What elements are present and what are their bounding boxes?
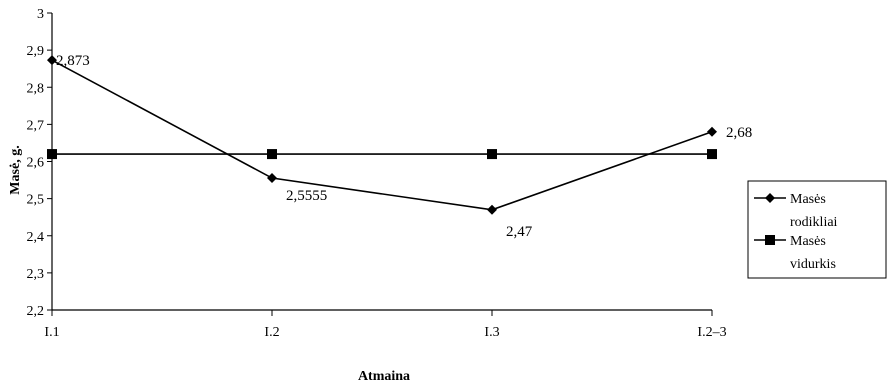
data-point-square	[47, 149, 57, 160]
data-point-diamond	[487, 204, 497, 215]
data-point-diamond	[267, 173, 277, 184]
y-tick-label: 2,5	[27, 193, 45, 208]
data-point-square	[707, 149, 717, 160]
y-tick-label: 2,4	[27, 230, 45, 245]
data-label: 2,47	[506, 224, 533, 240]
x-axis-ticks: I.1 I.2 I.3 I.2–3	[44, 310, 727, 340]
legend-label-line: vidurkis	[790, 257, 836, 272]
data-point-diamond	[47, 55, 57, 66]
y-tick-label: 2,7	[27, 118, 45, 133]
data-labels: 2,873 2,5555 2,47 2,68	[56, 53, 752, 240]
data-label: 2,5555	[286, 188, 327, 204]
x-tick-label: I.1	[44, 325, 59, 340]
data-point-square	[487, 149, 497, 160]
y-tick-label: 2,8	[27, 81, 45, 96]
legend-label-line: Masės	[790, 234, 826, 249]
x-tick-label: I.2–3	[697, 325, 726, 340]
y-tick-label: 2,9	[27, 44, 45, 59]
y-axis-ticks: 2,2 2,3 2,4 2,5 2,6 2,7 2,8 2,9 3	[27, 7, 52, 319]
legend-label-line: rodikliai	[790, 215, 838, 230]
y-tick-label: 2,6	[27, 156, 45, 171]
data-label: 2,873	[56, 53, 90, 69]
series-line	[51, 59, 713, 211]
data-point-square	[267, 149, 277, 160]
legend-label-line: Masės	[790, 192, 826, 207]
x-tick-label: I.2	[264, 325, 279, 340]
y-tick-label: 2,3	[27, 267, 45, 282]
legend-marker-diamond	[765, 193, 775, 203]
y-axis-title: Masė, g.	[8, 145, 23, 194]
legend: Masės rodikliai Masės vidurkis	[747, 180, 887, 279]
series-layer	[47, 55, 717, 215]
y-tick-label: 3	[37, 7, 44, 22]
data-label: 2,68	[726, 125, 752, 141]
x-axis-title: Atmaina	[358, 369, 410, 384]
legend-marker-square	[765, 235, 775, 245]
data-point-diamond	[707, 126, 717, 137]
y-tick-label: 2,2	[27, 304, 45, 319]
x-tick-label: I.3	[484, 325, 499, 340]
